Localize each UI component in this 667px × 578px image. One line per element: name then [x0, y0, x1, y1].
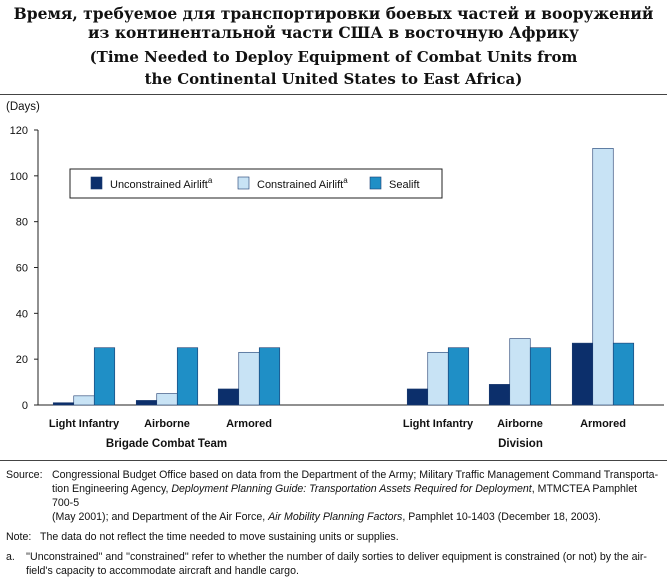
notes-rule: [0, 460, 667, 461]
source-line-3: (May 2001); and Department of the Air Fo…: [52, 511, 601, 523]
source-line-1: Congressional Budget Office based on dat…: [52, 469, 659, 481]
y-axis-label: (Days): [6, 101, 40, 113]
bar: [176, 347, 199, 406]
x-tick-label: Armored: [226, 418, 272, 430]
title-en-line2: the Continental United States to East Af…: [144, 70, 523, 88]
legend: Unconstrained Airlifta Constrained Airlif…: [69, 168, 443, 199]
title-ru-line1: Время, требуемое для транспортировки бое…: [13, 4, 654, 23]
bar: [406, 388, 429, 406]
footnote-line-1: ''Unconstrained'' and ''constrained'' re…: [26, 551, 647, 563]
bar: [238, 351, 260, 406]
x-tick-label: Airborne: [144, 418, 190, 430]
x-tick-label: Airborne: [497, 418, 543, 430]
bar: [509, 338, 531, 406]
bar: [156, 393, 178, 406]
footnote-line-2: field's capacity to accommodate aircraft…: [26, 565, 299, 577]
title-ru-line2: из континентальной части США в восточную…: [88, 23, 579, 42]
bar: [592, 148, 614, 406]
source-label: Source:: [6, 469, 43, 481]
y-tick-label: 100: [10, 171, 28, 183]
bar: [73, 395, 95, 406]
chart-title: Время, требуемое для транспортировки бое…: [0, 4, 667, 90]
x-axis-labels: Light Infantry Airborne Armored Light Infan…: [49, 418, 626, 450]
bar: [217, 388, 240, 406]
bar: [571, 342, 594, 406]
group-label: Division: [498, 438, 543, 450]
y-tick-label: 0: [22, 400, 28, 412]
note: Note: The data do not reflect the time n…: [6, 530, 661, 544]
bar: [135, 400, 158, 406]
title-en-line1: (Time Needed to Deploy Equipment of Comb…: [89, 48, 578, 66]
bar: [427, 351, 449, 406]
x-tick-label: Armored: [580, 418, 626, 430]
group-label: Brigade Combat Team: [106, 438, 227, 450]
y-tick-label: 120: [10, 125, 28, 137]
bar: [52, 402, 75, 406]
footnote-a: a. ''Unconstrained'' and ''constrained''…: [6, 550, 661, 578]
x-tick-label: Light Infantry: [403, 418, 474, 430]
bar: [258, 347, 281, 406]
y-tick-label: 20: [16, 354, 28, 366]
source-note: Source: Congressional Budget Office base…: [6, 468, 661, 524]
legend-swatch: [90, 176, 103, 190]
legend-label: Constrained Airlifta: [257, 176, 348, 191]
bar: [447, 347, 470, 406]
bar: [529, 347, 552, 406]
note-text: The data do not reflect the time needed …: [40, 531, 399, 543]
bar: [612, 342, 635, 406]
note-label: Note:: [6, 531, 32, 543]
source-line-2: tion Engineering Agency, Deployment Plan…: [52, 483, 638, 509]
y-tick-label: 80: [16, 217, 28, 229]
bars: [52, 148, 635, 406]
y-tick-label: 60: [16, 263, 28, 275]
footnote-label: a.: [6, 551, 15, 563]
bar: [93, 347, 116, 406]
legend-swatch: [237, 176, 250, 190]
bar-chart: (Days) 0 20 40 60 80 100 120 Light Infantry Air…: [6, 101, 664, 450]
title-rule: [0, 94, 667, 95]
y-tick-label: 40: [16, 308, 28, 320]
bar: [488, 384, 511, 406]
legend-label: Unconstrained Airlifta: [110, 176, 213, 191]
legend-swatch: [369, 176, 382, 190]
legend-label: Sealift: [389, 179, 420, 191]
x-tick-label: Light Infantry: [49, 418, 120, 430]
notes: Source: Congressional Budget Office base…: [6, 468, 661, 578]
